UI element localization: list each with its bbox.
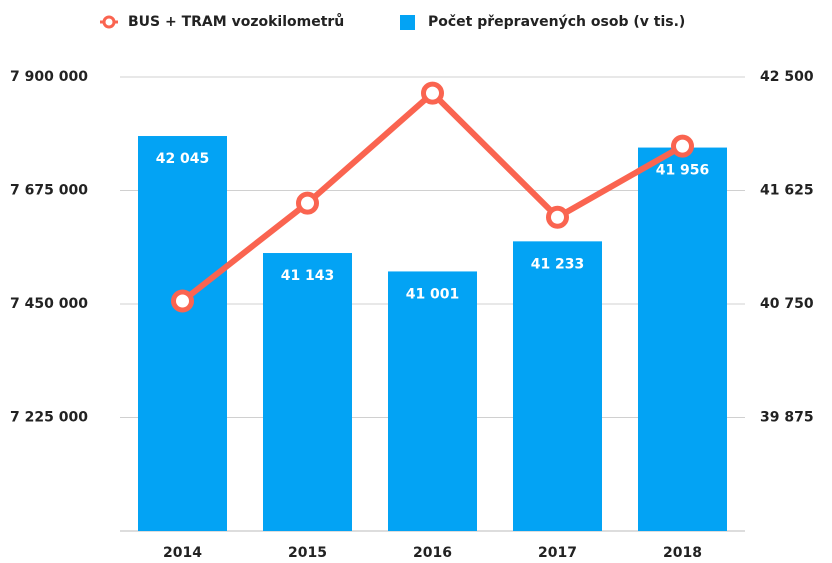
legend-swatch <box>400 15 415 30</box>
y-tick-label: 7 450 000 <box>10 296 88 312</box>
bar-value-label: 41 956 <box>656 163 710 179</box>
bar <box>638 147 727 531</box>
y-tick-label: 7 900 000 <box>10 69 88 85</box>
y-tick-label: 7 225 000 <box>10 410 88 426</box>
line-point <box>421 81 444 105</box>
line-point <box>296 191 319 215</box>
bar-value-label: 41 001 <box>406 286 460 302</box>
x-tick-label: 2016 <box>413 545 452 561</box>
line-point <box>671 134 694 158</box>
bar-value-label: 41 233 <box>531 256 585 272</box>
x-tick-label: 2017 <box>538 545 577 561</box>
line <box>180 90 684 304</box>
y2-tick-label: 40 750 <box>760 296 814 312</box>
x-tick-label: 2014 <box>163 545 202 561</box>
y2-tick-label: 39 875 <box>760 410 814 426</box>
y2-tick-label: 42 500 <box>760 69 814 85</box>
line-point <box>546 205 569 229</box>
legend-marker <box>102 15 116 29</box>
legend-label: BUS + TRAM vozokilometrů <box>128 13 344 30</box>
legend-label: Počet přepravených osob (v tis.) <box>428 14 685 30</box>
bar <box>138 136 227 531</box>
bar <box>263 253 352 532</box>
y-tick-label: 7 675 000 <box>10 183 88 199</box>
bar <box>513 241 602 531</box>
x-tick-label: 2018 <box>663 545 702 561</box>
y2-tick-label: 41 625 <box>760 183 814 199</box>
bar <box>388 271 477 531</box>
bar-value-label: 42 045 <box>156 151 210 167</box>
line-point <box>171 289 194 313</box>
bar-value-label: 41 143 <box>281 268 335 284</box>
x-tick-label: 2015 <box>288 545 327 561</box>
